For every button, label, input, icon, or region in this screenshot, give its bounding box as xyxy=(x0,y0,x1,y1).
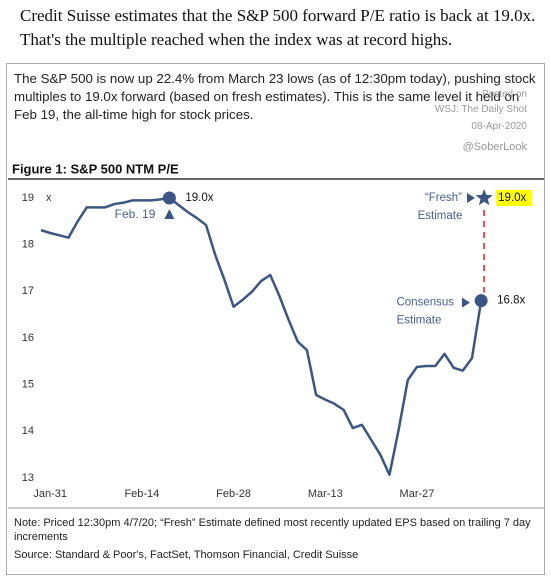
source: Source: Standard & Poor's, FactSet, Thom… xyxy=(14,549,359,561)
fresh-estimate-star xyxy=(475,189,493,206)
y-tick-label: 13 xyxy=(22,472,34,484)
y-tick-label: 18 xyxy=(22,239,34,251)
peak-label: Feb. 19 xyxy=(115,207,156,221)
peak-arrow xyxy=(164,209,175,219)
consensus-label: Estimate xyxy=(397,315,442,327)
x-tick-label: Feb-14 xyxy=(124,488,159,500)
y-tick-label: 16 xyxy=(22,332,34,344)
consensus-arrow xyxy=(462,297,470,308)
intro-text: The S&P 500 is now up 22.4% from March 2… xyxy=(14,71,536,122)
y-unit: x xyxy=(46,192,52,204)
highlight-point xyxy=(474,294,488,308)
fresh-label: Estimate xyxy=(418,210,463,222)
y-tick-label: 19 xyxy=(22,192,34,204)
note: Note: Priced 12:30pm 4/7/20; “Fresh” Est… xyxy=(14,517,531,543)
watermark: Posted on xyxy=(481,89,527,100)
y-tick-label: 17 xyxy=(22,285,34,297)
x-tick-label: Feb-28 xyxy=(216,488,251,500)
data-line xyxy=(40,196,483,476)
fresh-arrow xyxy=(467,193,475,203)
handle: @SoberLook xyxy=(462,141,527,153)
consensus-label: Consensus xyxy=(396,297,454,309)
x-tick-label: Mar-13 xyxy=(308,488,343,500)
value-label: 19.0x xyxy=(185,192,213,204)
y-tick-label: 15 xyxy=(22,379,34,391)
x-tick-label: Jan-31 xyxy=(33,488,67,500)
watermark: WSJ: The Daily Shot xyxy=(434,104,527,115)
fresh-label: “Fresh” xyxy=(425,192,462,204)
figure-box xyxy=(6,63,545,575)
y-tick-label: 14 xyxy=(22,425,34,437)
chart-title: Figure 1: S&P 500 NTM P/E xyxy=(12,161,179,176)
fresh-value-label: 19.0x xyxy=(498,192,526,204)
x-tick-label: Mar-27 xyxy=(400,488,435,500)
header: Credit Suisse estimates that the S&P 500… xyxy=(20,6,536,49)
fresh-highlight xyxy=(496,190,533,206)
watermark: 08-Apr-2020 xyxy=(471,121,527,132)
value-label: 16.8x xyxy=(497,295,525,307)
highlight-point xyxy=(162,191,176,205)
